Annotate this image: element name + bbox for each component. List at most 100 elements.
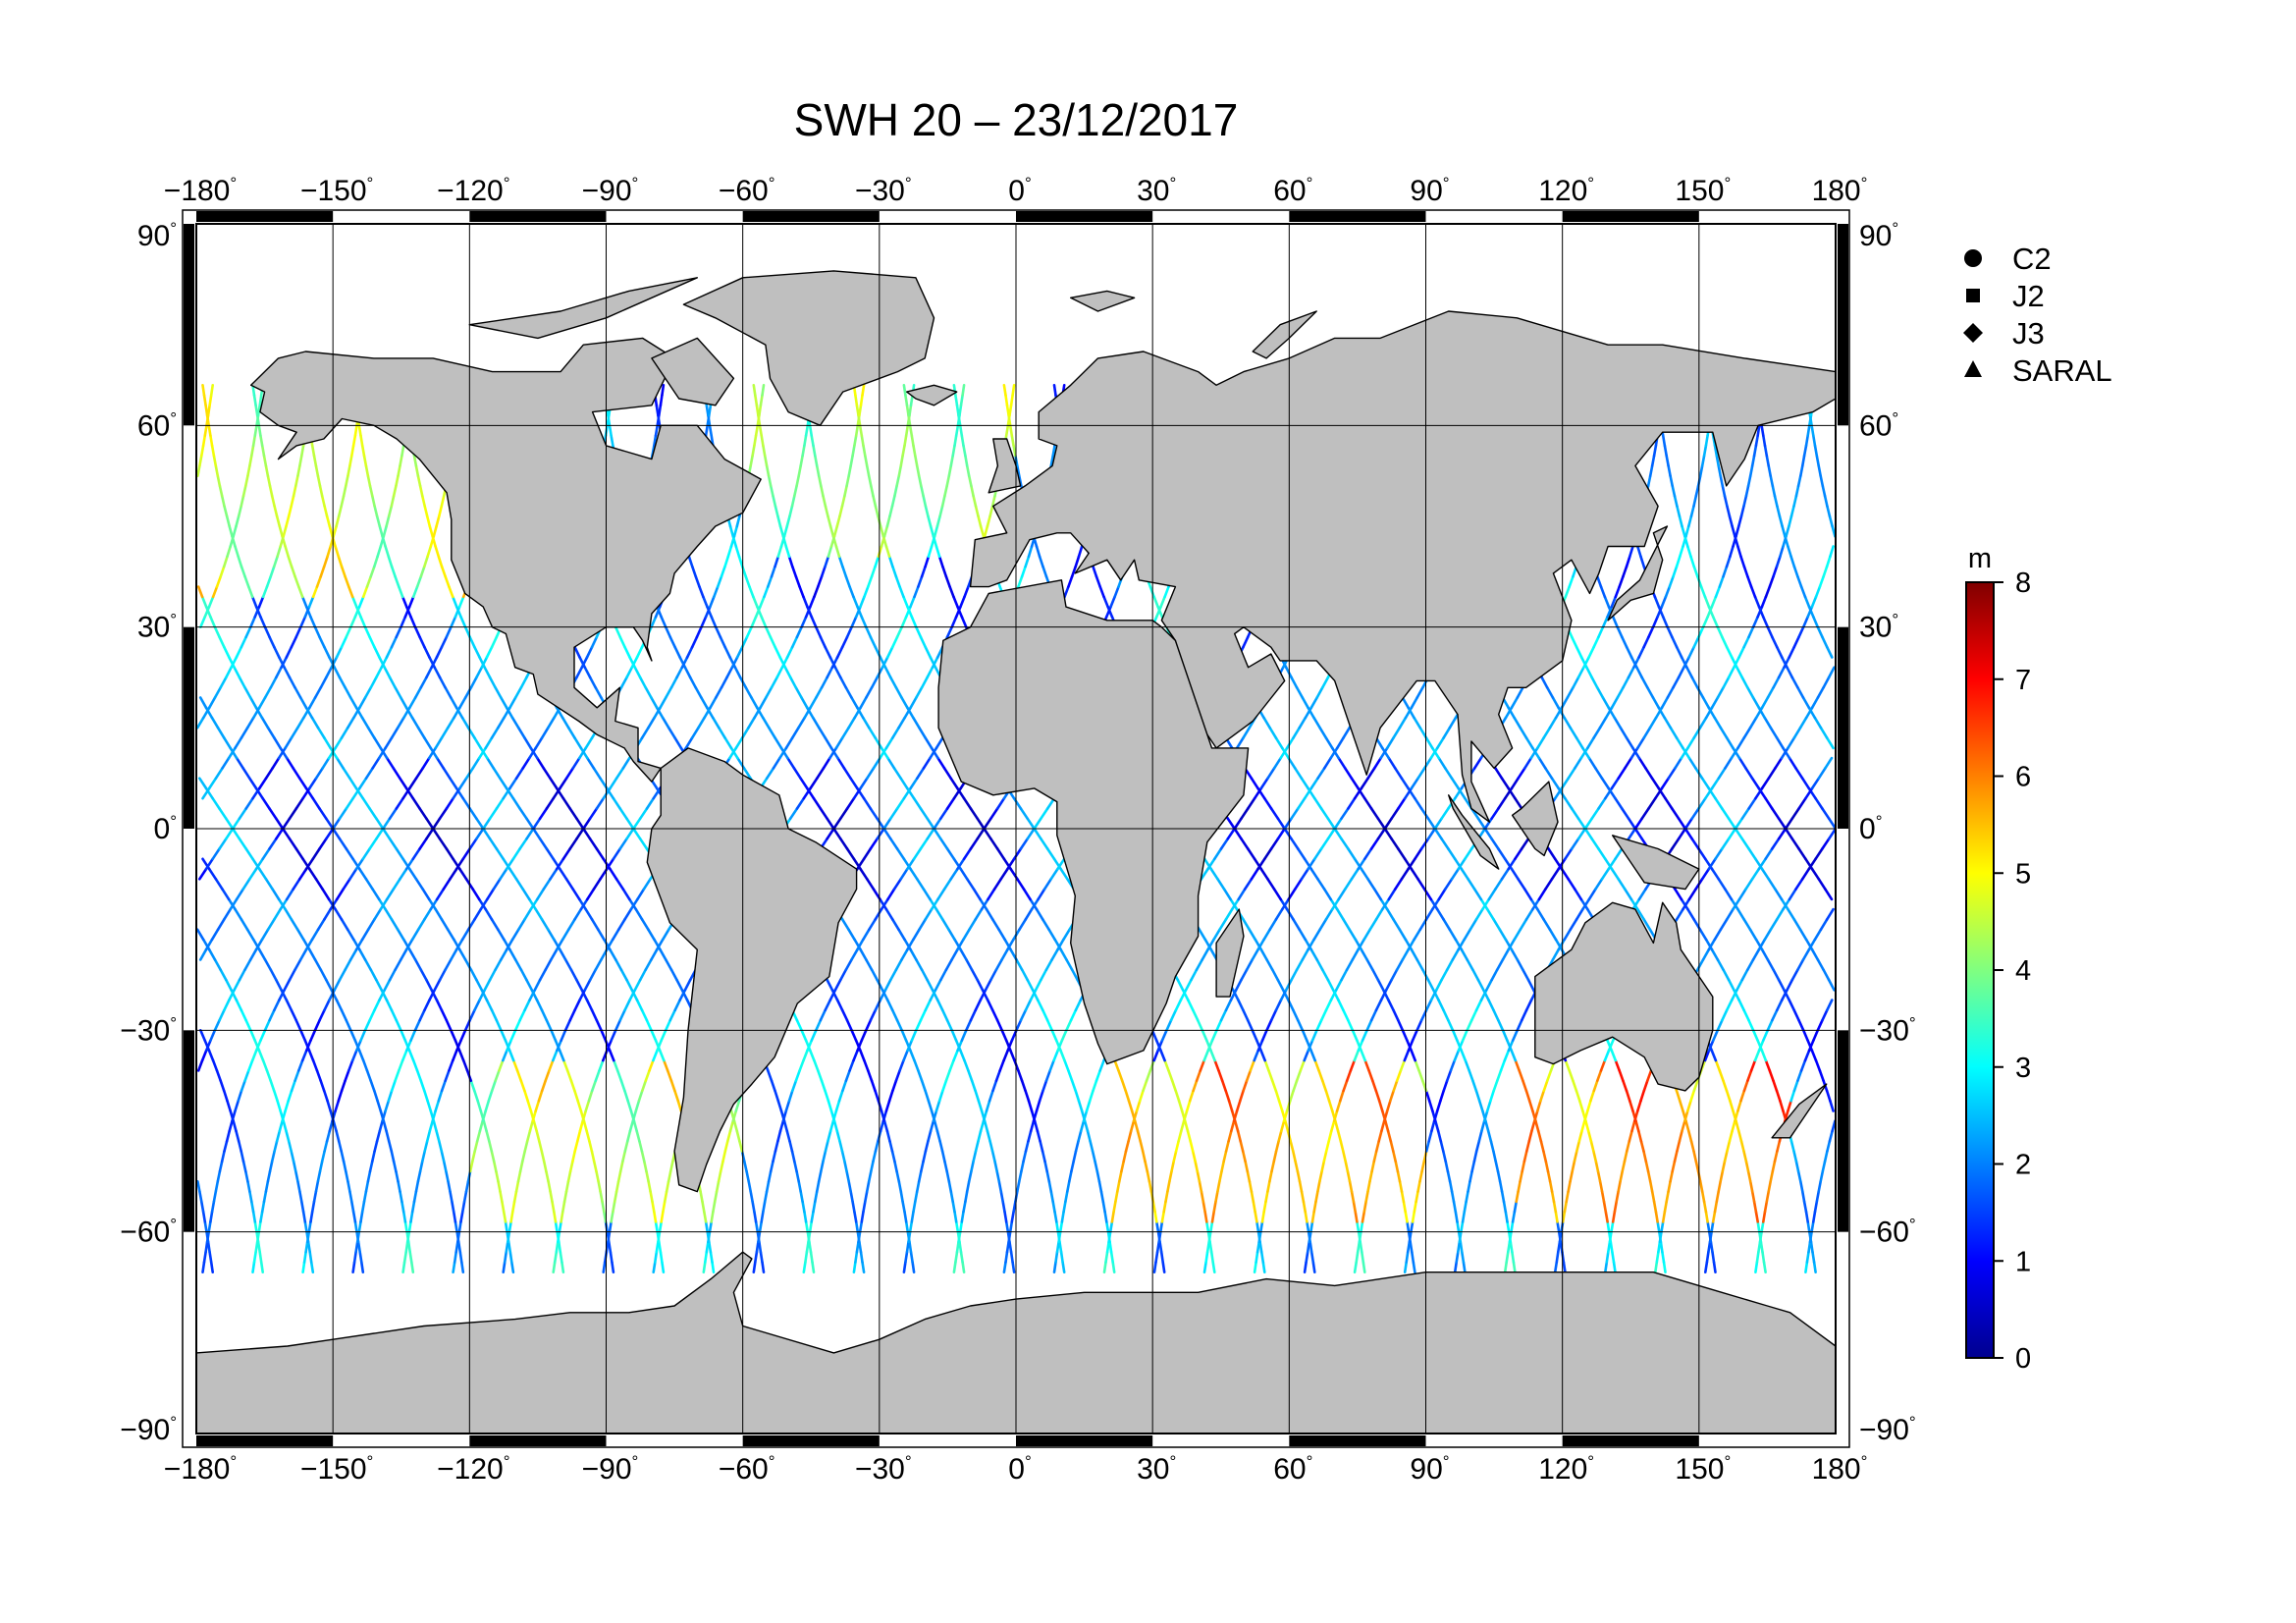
- track-segment: [268, 837, 278, 850]
- track-segment: [731, 1109, 738, 1122]
- track-segment: [960, 616, 968, 629]
- track-segment: [413, 685, 423, 699]
- track-segment: [1471, 1079, 1478, 1093]
- track-segment: [734, 545, 741, 559]
- track-segment: [366, 474, 372, 488]
- track-segment: [1189, 1140, 1195, 1153]
- track-segment: [1749, 585, 1757, 599]
- track-segment: [1101, 1200, 1106, 1214]
- track-segment: [318, 484, 324, 498]
- track-segment: [911, 1261, 916, 1273]
- track-segment: [325, 514, 332, 528]
- track-segment: [1215, 1018, 1223, 1032]
- track-segment: [1065, 1018, 1073, 1032]
- track-segment: [1053, 1210, 1058, 1223]
- track-segment: [484, 1099, 491, 1112]
- track-segment: [640, 918, 650, 932]
- track-segment: [1294, 877, 1304, 891]
- track-segment: [509, 1261, 515, 1273]
- track-segment: [549, 1190, 554, 1204]
- track-segment: [1015, 1018, 1023, 1032]
- track-segment: [198, 454, 203, 467]
- track-segment: [245, 928, 255, 942]
- track-segment: [1007, 1230, 1012, 1244]
- track-segment: [235, 514, 240, 528]
- track-segment: [364, 1180, 370, 1193]
- track-segment: [711, 1261, 716, 1273]
- track-segment: [340, 726, 349, 739]
- track-segment: [1787, 545, 1792, 559]
- track-segment: [783, 666, 792, 679]
- track-segment: [1334, 1119, 1340, 1133]
- track-segment: [752, 383, 757, 397]
- track-segment: [338, 807, 348, 821]
- track-segment: [1767, 464, 1772, 478]
- track-segment: [838, 505, 844, 518]
- track-segment: [420, 1150, 427, 1163]
- track-segment: [444, 1069, 451, 1082]
- track-segment: [1724, 888, 1734, 901]
- track-segment: [992, 877, 1003, 891]
- track-segment: [1596, 574, 1603, 588]
- track-segment: [213, 685, 222, 699]
- track-segment: [1061, 1261, 1066, 1273]
- track-segment: [307, 777, 318, 790]
- track-segment: [850, 947, 859, 961]
- track-segment: [571, 888, 581, 901]
- track-segment: [976, 827, 986, 840]
- track-segment: [939, 968, 948, 982]
- track-segment: [935, 514, 941, 528]
- track-segment: [1814, 1058, 1822, 1072]
- track-segment: [540, 1150, 546, 1163]
- track-segment: [363, 625, 372, 639]
- track-segment: [395, 1018, 402, 1032]
- track-segment: [281, 1109, 287, 1122]
- track-segment: [272, 555, 279, 568]
- track-segment: [1186, 1129, 1192, 1143]
- track-segment: [807, 1230, 812, 1244]
- track-segment: [401, 1261, 406, 1273]
- track-segment: [1768, 1069, 1775, 1082]
- track-segment: [1326, 978, 1335, 992]
- track-segment: [204, 938, 214, 951]
- track-segment: [478, 988, 487, 1001]
- track-segment: [244, 796, 254, 810]
- track-segment: [563, 958, 573, 972]
- track-segment: [1631, 746, 1641, 760]
- track-segment: [575, 1129, 582, 1143]
- track-segment: [1192, 1008, 1200, 1022]
- track-segment: [1003, 1210, 1008, 1223]
- track-segment: [648, 1058, 655, 1072]
- track-segment: [702, 1210, 708, 1223]
- track-segment: [203, 423, 208, 437]
- track-segment: [1696, 685, 1705, 699]
- track-segment: [753, 706, 762, 720]
- track-segment: [1484, 1119, 1490, 1133]
- track-segment: [990, 918, 1000, 932]
- track-segment: [1542, 1150, 1548, 1163]
- track-segment: [1498, 1180, 1504, 1193]
- track-segment: [1671, 807, 1681, 821]
- track-segment: [585, 645, 594, 659]
- track-segment: [1712, 1261, 1717, 1273]
- track-segment: [772, 756, 781, 770]
- track-segment: [394, 1069, 400, 1082]
- track-segment: [1687, 756, 1697, 770]
- track-segment: [230, 656, 239, 670]
- track-segment: [358, 1250, 363, 1264]
- track-segment: [360, 1200, 366, 1214]
- track-segment: [609, 867, 618, 881]
- track-segment: [228, 524, 234, 538]
- track-segment: [338, 676, 347, 689]
- track-segment: [684, 736, 694, 750]
- track-segment: [413, 625, 422, 639]
- track-segment: [673, 645, 682, 659]
- track-segment: [874, 555, 881, 568]
- track-segment: [337, 1140, 344, 1153]
- track-segment: [953, 1210, 958, 1223]
- track-segment: [937, 1089, 944, 1103]
- track-segment: [965, 877, 976, 891]
- track-segment: [778, 524, 785, 538]
- track-segment: [934, 736, 944, 750]
- track-segment: [592, 1160, 598, 1173]
